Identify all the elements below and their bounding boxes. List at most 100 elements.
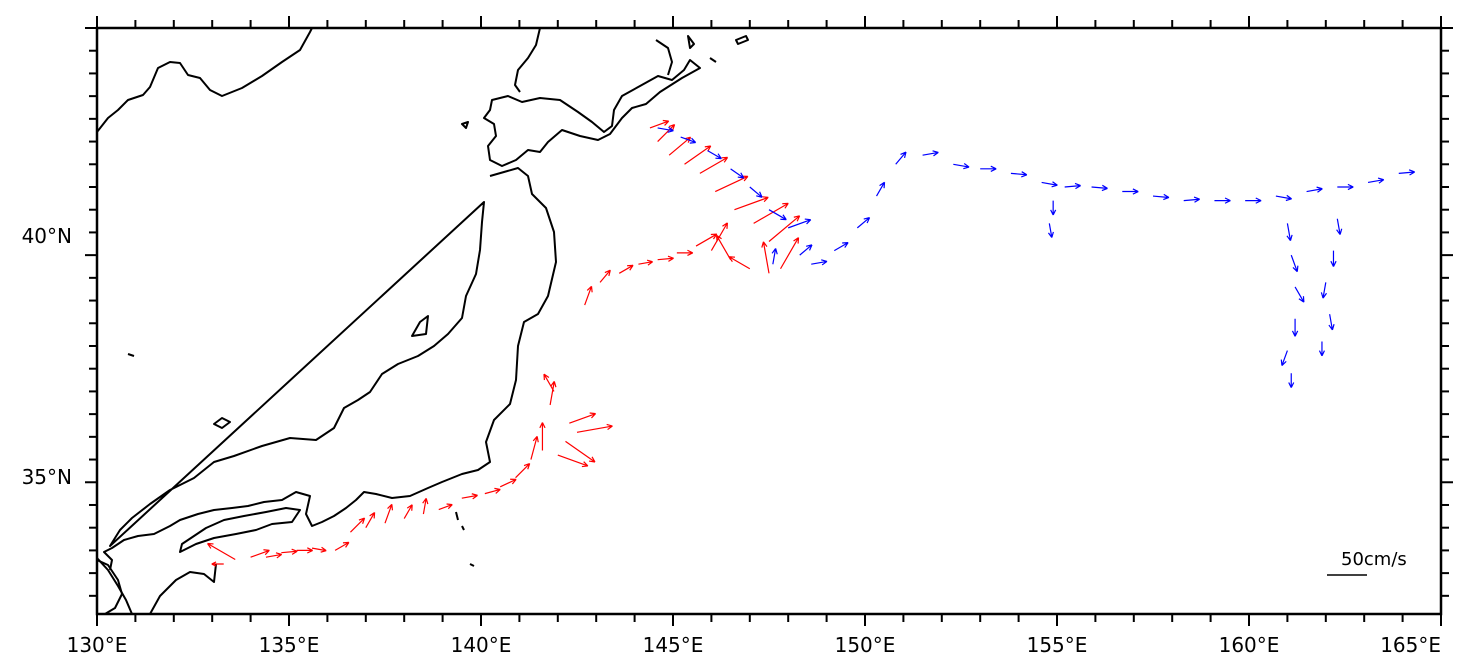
vector-arrow [557,454,589,468]
vector-arrow [543,373,555,392]
vector-arrow [422,497,429,515]
hokkaido-coast [483,59,701,167]
vector-arrow [618,264,634,274]
vector-arrow [730,168,745,179]
vector-arrow [649,119,670,129]
vector-arrow [684,145,712,165]
vector-arrow [1245,197,1262,204]
vector-arrow [311,546,327,553]
vector-arrow [1320,282,1328,299]
vector-arrow [1214,197,1231,204]
mainland-coast [97,28,313,133]
vector-arrow [876,181,886,197]
vector-arrow [1288,373,1295,388]
vector-arrow [811,259,828,266]
vector-arrow [680,136,697,144]
vector-arrow [761,241,770,274]
coastlines [97,28,749,614]
izu-islands [455,511,475,567]
vector-arrow [707,150,722,160]
oki-island [213,417,231,429]
vector-arrow [484,487,501,495]
vector-arrow [1294,286,1305,303]
vector-arrow [1367,177,1385,184]
small-islet-2 [461,121,469,129]
vector-arrow [833,241,849,252]
vector-arrow [980,165,997,172]
vector-arrow [365,511,376,528]
vector-arrow [1330,250,1337,267]
vector-arrow [549,381,557,406]
vector-arrow [565,440,596,463]
vector-arrow [403,504,413,519]
vector-arrow [1050,200,1057,216]
vector-arrow [695,233,718,247]
vector-arrow [728,256,751,270]
vector-arrow [250,549,270,558]
vector-arrow [1091,184,1108,192]
vector-arrow [953,163,970,170]
vector-arrow [1041,181,1058,188]
vector-arrow [768,215,801,242]
plot-frame [95,26,1443,616]
vector-arrow [384,503,394,524]
y-tick-label: 35°N [22,465,72,489]
vector-arrow [281,548,298,555]
vector-arrow [716,234,732,260]
vector-arrow [1318,341,1326,357]
vector-arrow [576,423,613,433]
x-tick-label: 150°E [835,633,896,657]
scale-label: 50cm/s [1341,549,1407,570]
vector-arrow [584,285,593,306]
x-tick-label: 130°E [67,633,128,657]
vector-arrow [676,249,694,257]
vector-arrow [1010,171,1028,178]
vector-arrow [515,463,531,479]
vector-arrow [856,217,871,229]
vector-arrow [461,493,478,500]
kyushu-coast [97,557,217,614]
vector-arrow [749,186,763,198]
vector-arrow [1306,186,1323,193]
vector-arrow [734,196,769,211]
x-tick-label: 140°E [451,633,512,657]
vector-arrow [1275,194,1292,202]
x-tick-label: 145°E [643,633,704,657]
shikoku-coast [179,507,301,553]
vector-arrow [1280,350,1288,366]
honshu-coast [103,167,557,571]
axis-ticks [85,16,1453,626]
small-islet [127,353,135,357]
x-tick-label: 135°E [259,633,320,657]
vector-arrow [768,209,787,221]
vector-arrow [1398,169,1416,176]
vector-arrow [771,248,778,265]
vector-arrow [350,517,366,533]
vector-arrow [1336,218,1343,235]
vector-arrow [1122,188,1139,195]
vector-arrow [569,412,597,424]
vector-arrow [1064,182,1081,190]
x-tick-labels: 130°E 135°E 140°E 145°E 150°E 155°E 160°… [67,633,1441,657]
kuril-islands [655,35,749,76]
vector-arrow [638,259,653,266]
vector-arrow [1328,314,1335,331]
vector-arrow [799,244,813,256]
vector-arrow [657,124,676,142]
x-tick-label: 155°E [1027,633,1088,657]
vector-arrow [1290,254,1299,273]
vector-arrow [922,150,939,157]
sakhalin-coast [514,28,541,93]
vector-arrow [787,218,812,229]
vector-arrow [1183,196,1200,203]
sado-island [411,315,429,337]
vector-arrow [753,202,789,224]
y-tick-labels: 35°N 40°N [22,224,72,489]
vector-arrow [1291,318,1299,337]
vector-arrow [334,541,350,551]
vectors-series-b [657,126,1416,388]
korea-coast [97,559,123,614]
vector-arrow [1152,193,1170,201]
vector-arrow [530,435,539,460]
